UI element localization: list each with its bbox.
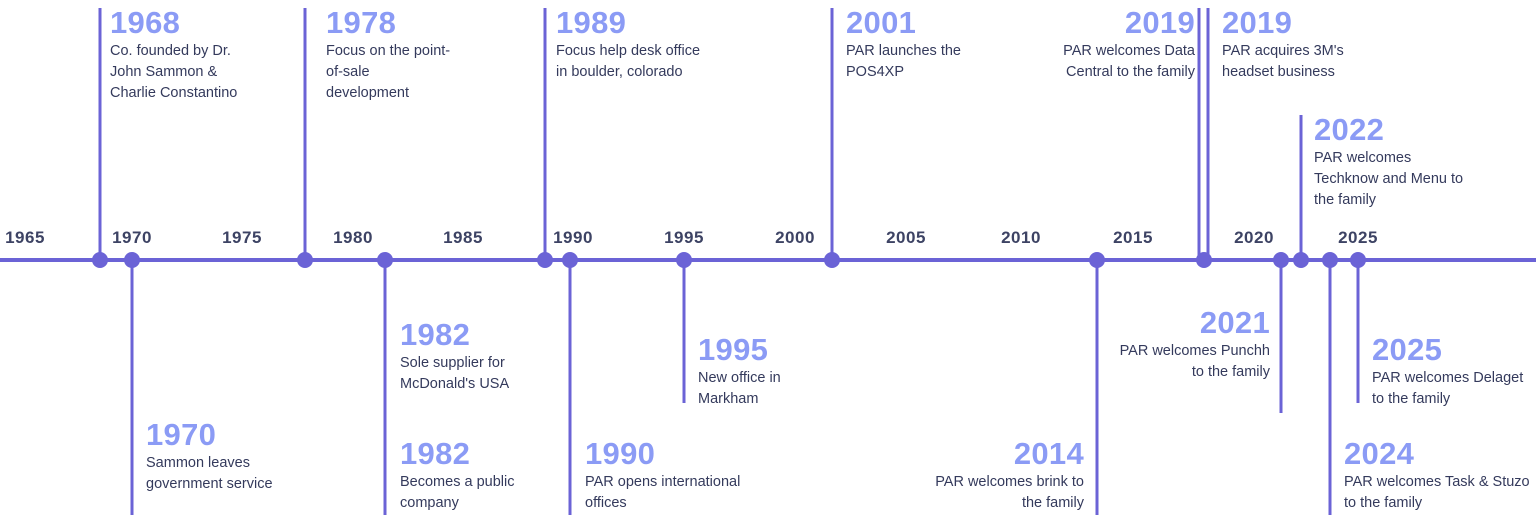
connector-1995 (682, 258, 686, 403)
event-year: 2019 (1124, 5, 1195, 40)
node-dot-2022[interactable] (1293, 252, 1309, 268)
event-description: Sole supplier for McDonald's USA (400, 355, 510, 393)
event-description: PAR welcomes brink to the family (935, 474, 1084, 512)
event-year: 1995 (698, 332, 769, 367)
event-2014[interactable]: 2014 PAR welcomes brink to the family (912, 437, 1084, 514)
event-1990[interactable]: 1990 PAR opens international offices (585, 437, 745, 514)
event-year: 1968 (110, 5, 181, 40)
event-description: Sammon leaves government service (146, 455, 273, 493)
axis-tick-2010: 2010 (1001, 228, 1041, 247)
axis-tick-1965: 1965 (5, 228, 45, 247)
event-year: 2022 (1314, 112, 1385, 147)
event-1989[interactable]: 1989 Focus help desk office in boulder, … (556, 6, 701, 83)
event-year: 2001 (846, 5, 917, 40)
event-description: PAR welcomes Delaget to the family (1372, 370, 1524, 408)
node-dot-1970[interactable] (124, 252, 140, 268)
event-description: PAR welcomes Task & Stuzo to the family (1344, 474, 1530, 512)
event-1978[interactable]: 1978 Focus on the point-of-sale developm… (326, 6, 456, 103)
event-year: 2024 (1344, 436, 1415, 471)
event-1982-public-company[interactable]: 1982 Becomes a public company (400, 437, 545, 514)
event-description: PAR launches the POS4XP (846, 43, 961, 81)
node-dot-2019[interactable] (1196, 252, 1212, 268)
event-2019-data-central[interactable]: 2019 PAR welcomes Data Central to the fa… (1040, 6, 1195, 83)
event-year: 1982 (400, 317, 471, 352)
event-description: PAR acquires 3M's headset business (1222, 43, 1344, 81)
connector-2024 (1328, 258, 1332, 515)
node-dot-2024[interactable] (1322, 252, 1338, 268)
node-dot-2021[interactable] (1273, 252, 1289, 268)
event-2025[interactable]: 2025 PAR welcomes Delaget to the family (1372, 333, 1536, 410)
connector-2021 (1279, 258, 1283, 413)
event-1982-mcdonalds[interactable]: 1982 Sole supplier for McDonald's USA (400, 318, 545, 395)
event-year: 1978 (326, 5, 397, 40)
node-dot-1978[interactable] (297, 252, 313, 268)
event-1970[interactable]: 1970 Sammon leaves government service (146, 418, 281, 495)
axis-tick-1990: 1990 (553, 228, 593, 247)
connector-1989 (543, 8, 547, 258)
event-2019-3m[interactable]: 2019 PAR acquires 3M's headset business (1222, 6, 1387, 83)
event-2021[interactable]: 2021 PAR welcomes Punchh to the family (1118, 306, 1270, 383)
connector-2019-3m (1206, 8, 1210, 258)
node-dot-1982[interactable] (377, 252, 393, 268)
node-dot-1990[interactable] (562, 252, 578, 268)
event-description: PAR opens international offices (585, 474, 741, 512)
connector-2025 (1356, 258, 1360, 403)
axis-tick-2000: 2000 (775, 228, 815, 247)
connector-1968 (98, 8, 102, 258)
connector-1970 (130, 258, 134, 515)
connector-1990 (568, 258, 572, 515)
axis-tick-2025: 2025 (1338, 228, 1378, 247)
axis-tick-2015: 2015 (1113, 228, 1153, 247)
axis-tick-1995: 1995 (664, 228, 704, 247)
node-dot-2025[interactable] (1350, 252, 1366, 268)
event-2001[interactable]: 2001 PAR launches the POS4XP (846, 6, 996, 83)
timeline-axis (0, 258, 1536, 262)
node-dot-2001[interactable] (824, 252, 840, 268)
event-description: PAR welcomes Techknow and Menu to the fa… (1314, 150, 1464, 208)
event-year: 2021 (1199, 305, 1270, 340)
event-year: 2014 (1013, 436, 1084, 471)
event-1995[interactable]: 1995 New office in Markham (698, 333, 823, 410)
axis-tick-1975: 1975 (222, 228, 262, 247)
event-year: 1990 (585, 436, 656, 471)
event-year: 1982 (400, 436, 471, 471)
event-2024[interactable]: 2024 PAR welcomes Task & Stuzo to the fa… (1344, 437, 1536, 514)
event-year: 1989 (556, 5, 627, 40)
node-dot-1995[interactable] (676, 252, 692, 268)
axis-tick-2005: 2005 (886, 228, 926, 247)
event-2022[interactable]: 2022 PAR welcomes Techknow and Menu to t… (1314, 113, 1474, 210)
event-1968[interactable]: 1968 Co. founded by Dr. John Sammon & Ch… (110, 6, 245, 103)
node-dot-1968[interactable] (92, 252, 108, 268)
axis-tick-1980: 1980 (333, 228, 373, 247)
event-description: Focus on the point-of-sale development (326, 43, 451, 101)
connector-2014 (1095, 258, 1099, 515)
event-description: Co. founded by Dr. John Sammon & Charlie… (110, 43, 238, 101)
axis-tick-1985: 1985 (443, 228, 483, 247)
connector-2019-data-central (1197, 8, 1201, 258)
event-description: Focus help desk office in boulder, color… (556, 43, 701, 81)
event-description: New office in Markham (698, 370, 781, 408)
event-description: PAR welcomes Data Central to the family (1063, 43, 1195, 81)
connector-1982-mcdonalds (383, 258, 387, 515)
node-dot-1989[interactable] (537, 252, 553, 268)
event-description: PAR welcomes Punchh to the family (1119, 343, 1270, 381)
event-year: 2019 (1222, 5, 1293, 40)
connector-2022 (1299, 115, 1303, 258)
connector-1978 (303, 8, 307, 258)
connector-2001 (830, 8, 834, 258)
axis-tick-1970: 1970 (112, 228, 152, 247)
event-year: 1970 (146, 417, 217, 452)
event-year: 2025 (1372, 332, 1443, 367)
node-dot-2014[interactable] (1089, 252, 1105, 268)
event-description: Becomes a public company (400, 474, 515, 512)
axis-tick-2020: 2020 (1234, 228, 1274, 247)
